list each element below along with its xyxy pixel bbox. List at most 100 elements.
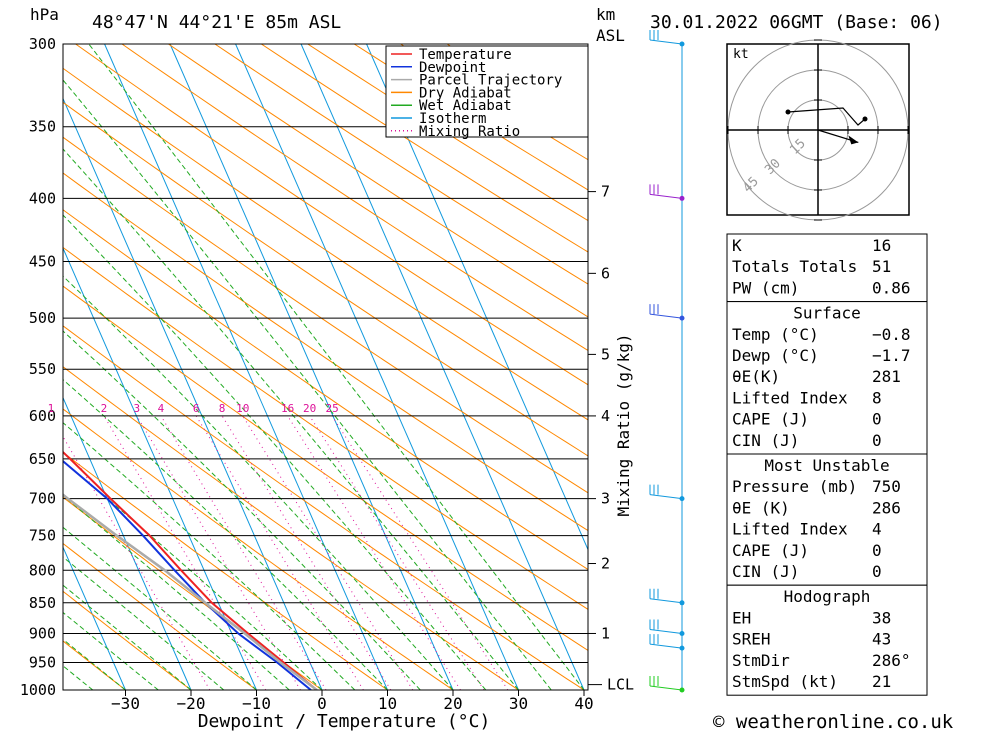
dry-adiabat-lines [63,44,588,690]
pressure-tick-label: 850 [29,594,56,612]
mixing-ratio-line [195,415,364,690]
height-tick-label: 1 [601,624,610,642]
isotherm-lines [63,44,588,690]
isotherm-line [63,246,257,690]
plot-frame [62,43,589,691]
most-unstable-row-value: 0 [872,562,882,581]
dewpoint-line [63,459,312,690]
surface-row-label: Temp (°C) [732,325,819,344]
most-unstable-row-value: 0 [872,541,882,560]
isotherm-line [63,97,323,690]
wind-level-dot [679,41,685,47]
most-unstable-box [726,453,928,586]
mixing-ratio-lines [63,415,509,690]
height-tick-label: 7 [601,183,610,201]
storm-motion-arrowhead [848,135,859,145]
mixing-ratio-label: 1 [48,402,55,415]
temperature-tick-label: 30 [509,694,528,713]
indices-row-value: 51 [872,257,891,276]
legend-label: Temperature [419,47,512,63]
legend-label: Wet Adiabat [419,98,512,114]
wind-level-dot [679,315,685,321]
dry-adiabat-line [63,408,454,690]
height-tick-label: 6 [601,264,610,282]
legend-box [385,45,589,138]
wet-adiabat-line [63,526,257,690]
pressure-tick-label: 600 [29,407,56,425]
pressure-tick-label: 700 [29,490,56,508]
pressure-tick-label: 400 [29,189,56,207]
legend-label: Isotherm [419,111,486,127]
wind-barb [649,676,685,693]
surface-row-label: CIN (J) [732,431,799,450]
pressure-tick-label: 350 [29,118,56,136]
surface-row-label: Lifted Index [732,388,848,407]
most-unstable-row-value: 750 [872,477,901,496]
wet-adiabat-lines [63,44,585,690]
hodograph-table-title: Hodograph [784,587,871,606]
wet-adiabat-line [63,379,388,690]
indices-row-label: K [732,236,742,255]
dry-adiabat-line [63,590,192,690]
height-unit-label: km [596,5,615,24]
temperature-tick-label: −20 [177,694,206,713]
pressure-tick-label: 500 [29,309,56,327]
wind-level-dot [679,496,685,502]
wet-adiabat-line [63,422,356,690]
temperature-tick-label: 20 [443,694,462,713]
mixing-ratio-label: 4 [158,402,165,415]
dry-adiabat-line [74,44,588,386]
most-unstable-row-value: 286 [872,498,901,517]
height-tick-label: 2 [601,555,610,573]
isotherm-line [63,396,192,690]
most-unstable-row-value: 4 [872,520,882,539]
isotherm-line [63,546,126,690]
mixing-ratio-labels: 1 2 3 4 6 8 10 16 20 25 [48,402,339,415]
hodograph-table-row-value: 21 [872,672,891,691]
mixing-ratio-line [221,415,392,690]
temperature-axis: −30 −20 −10 0 10 20 30 40 [111,690,594,713]
most-unstable-row-label: θE (K) [732,498,790,517]
x-axis-label: Dewpoint / Temperature (°C) [198,711,491,732]
hodograph-trace [787,107,866,126]
isobar-lines [63,44,588,690]
temperature-tick-label: 10 [378,694,397,713]
dry-adiabat-line [63,172,588,532]
height-tick-label: 5 [601,345,610,363]
mixing-ratio-line [309,415,485,690]
pressure-tick-label: 950 [29,653,56,671]
surface-row-value: 0 [872,431,882,450]
hodograph-unit-label: kt [733,47,749,62]
isotherm-line [366,44,588,551]
wind-barb [649,588,685,606]
dry-adiabat-line [167,44,588,318]
hodograph-table-row-value: 43 [872,630,891,649]
dry-adiabat-line [121,44,588,352]
pressure-unit-label: hPa [30,5,59,24]
mixing-ratio-axis-label: Mixing Ratio (g/kg) [614,333,633,516]
pressure-tick-label: 550 [29,360,56,378]
wet-adiabat-line [88,44,585,690]
indices-row-label: PW (cm) [732,278,799,297]
mixing-ratio-line [287,415,461,690]
dry-adiabat-line [260,44,588,253]
wind-barb [649,304,685,321]
hodograph-table-box [726,584,928,696]
dry-adiabat-line [306,44,588,222]
legend-label: Dewpoint [419,60,486,76]
wet-adiabat-line [63,584,192,690]
wind-level-dot [679,630,685,636]
mixing-ratio-label: 3 [133,402,140,415]
hodograph-table-row-label: SREH [732,630,771,649]
wet-adiabat-line [63,611,159,690]
mixing-ratio-label: 16 [281,402,294,415]
pressure-tick-label: 450 [29,253,56,271]
height-tick-label: 3 [601,490,610,508]
surface-row-label: CAPE (J) [732,410,809,429]
dry-adiabat-line [63,285,588,652]
mixing-ratio-line [136,415,301,690]
dry-adiabat-line [63,542,257,690]
wet-adiabat-line [63,556,225,690]
lcl-label: LCL [607,676,634,694]
